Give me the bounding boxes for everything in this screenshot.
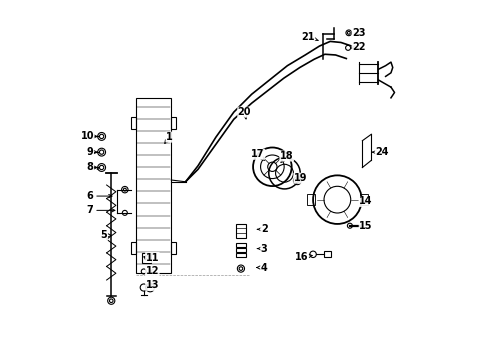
Bar: [236, 253, 245, 257]
Text: 10: 10: [81, 131, 97, 141]
Text: 20: 20: [237, 107, 251, 119]
Bar: [135, 98, 171, 273]
Text: 17: 17: [251, 149, 264, 160]
Text: 19: 19: [293, 173, 306, 183]
Bar: [236, 248, 245, 252]
Text: 11: 11: [143, 252, 159, 262]
Bar: [236, 224, 245, 238]
Bar: [171, 242, 176, 253]
Text: 2: 2: [257, 224, 267, 234]
Text: 23: 23: [351, 28, 365, 38]
Bar: [130, 242, 135, 253]
Text: 22: 22: [351, 42, 365, 52]
Text: 3: 3: [257, 244, 267, 253]
Text: 1: 1: [164, 132, 172, 143]
Bar: [142, 253, 151, 263]
Bar: [323, 251, 330, 257]
Text: 14: 14: [359, 197, 372, 206]
Bar: [130, 117, 135, 129]
Text: 7: 7: [87, 205, 115, 215]
Text: 21: 21: [301, 32, 317, 42]
Bar: [306, 194, 314, 205]
Text: 16: 16: [294, 252, 311, 262]
Bar: [236, 243, 245, 247]
Text: 8: 8: [86, 162, 97, 172]
Text: 15: 15: [358, 221, 372, 231]
Bar: [359, 194, 367, 205]
Text: 6: 6: [87, 191, 112, 201]
Bar: [171, 117, 176, 129]
Text: 24: 24: [371, 147, 388, 157]
Text: 9: 9: [87, 147, 97, 157]
Text: 13: 13: [145, 280, 159, 291]
Text: 5: 5: [101, 230, 111, 240]
Text: 12: 12: [145, 266, 159, 276]
Text: 4: 4: [256, 262, 267, 273]
Text: 18: 18: [279, 151, 293, 162]
